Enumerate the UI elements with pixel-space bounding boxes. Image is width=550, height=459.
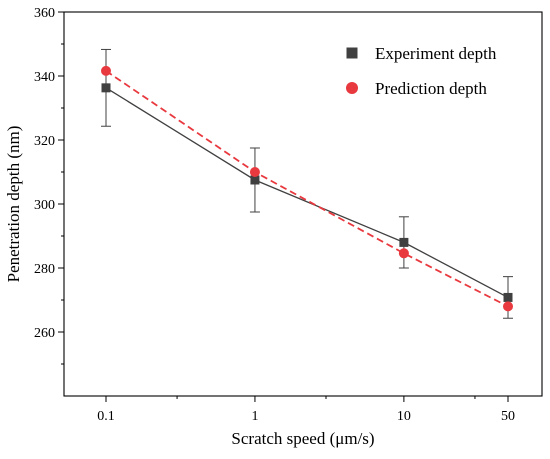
y-tick-label: 340	[34, 70, 55, 85]
series-prediction	[101, 65, 513, 312]
x-tick-label: 50	[501, 409, 515, 424]
legend-marker	[346, 47, 358, 59]
y-tick-label: 300	[34, 198, 55, 213]
data-point	[503, 301, 513, 312]
data-point	[249, 167, 260, 177]
x-axis-title: Scratch speed (μm/s)	[231, 429, 374, 448]
data-point	[250, 175, 260, 185]
series-line	[105, 70, 509, 308]
data-point	[101, 65, 111, 76]
legend-label: Experiment depth	[375, 44, 497, 63]
data-point	[101, 83, 111, 93]
axes: 0.1 1 10 50 260 280 300 320 340 360	[34, 6, 515, 424]
y-tick-label: 320	[34, 134, 55, 149]
series-layer	[101, 48, 513, 319]
legend: Experiment depth Prediction depth	[346, 44, 497, 98]
data-point	[398, 248, 409, 259]
data-point	[503, 292, 513, 302]
x-tick-label: 10	[397, 409, 411, 424]
y-tick-label: 260	[34, 326, 55, 341]
legend-marker	[346, 82, 358, 94]
data-point	[399, 237, 409, 247]
y-axis-title: Penetration depth (nm)	[4, 126, 23, 283]
legend-label: Prediction depth	[375, 79, 487, 98]
y-tick-label: 360	[34, 6, 55, 21]
series-experiment	[101, 48, 513, 319]
legend-item: Experiment depth	[346, 44, 497, 63]
plot-area	[63, 11, 543, 397]
y-tick-label: 280	[34, 262, 55, 277]
x-tick-label: 0.1	[97, 409, 115, 424]
series-line	[105, 87, 509, 298]
plot-frame	[63, 11, 543, 397]
legend-item: Prediction depth	[346, 79, 487, 98]
x-tick-label: 1	[251, 409, 258, 424]
